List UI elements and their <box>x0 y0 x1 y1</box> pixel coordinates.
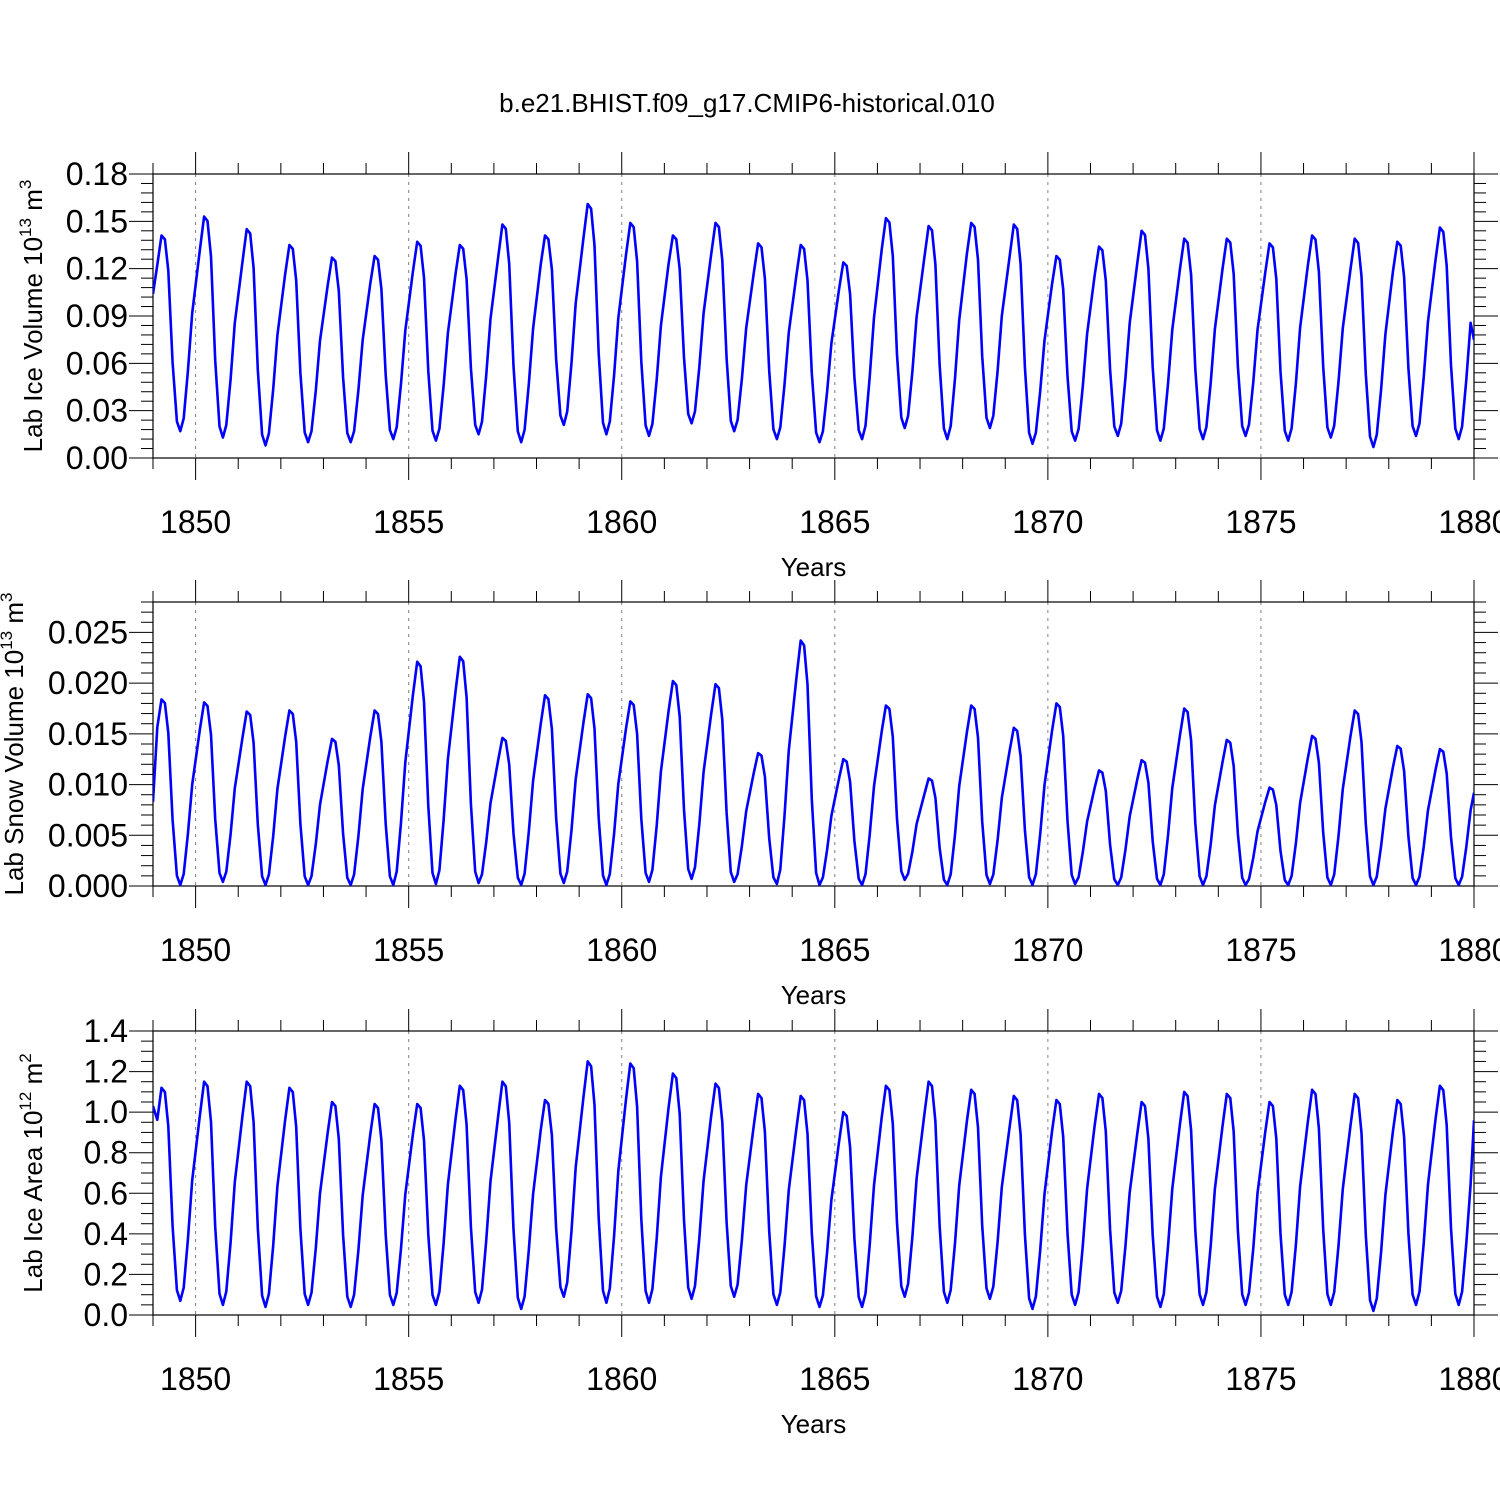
y-tick-label: 0.00 <box>66 440 128 476</box>
x-tick-label: 1850 <box>160 504 231 540</box>
series-line-1 <box>153 639 1474 887</box>
x-tick-label: 1850 <box>160 1361 231 1397</box>
plot-frame <box>152 173 1475 459</box>
y-axis-label: Lab Snow Volume 1013 m3 <box>0 592 29 895</box>
x-tick-label: 1875 <box>1225 1361 1296 1397</box>
x-tick-label: 1870 <box>1012 932 1083 968</box>
x-tick-label: 1860 <box>586 504 657 540</box>
y-tick-label: 0.020 <box>48 665 128 701</box>
series-line-1 <box>153 202 1474 449</box>
x-axis-label: Years <box>781 980 847 1010</box>
y-tick-label: 0.010 <box>48 767 128 803</box>
x-axis-label: Years <box>781 552 847 582</box>
y-tick-label: 0.015 <box>48 716 128 752</box>
x-tick-label: 1870 <box>1012 1361 1083 1397</box>
y-tick-label: 0.15 <box>66 203 128 239</box>
x-tick-label: 1860 <box>586 1361 657 1397</box>
y-tick-label: 0.025 <box>48 614 128 650</box>
y-tick-label: 0.2 <box>84 1256 128 1292</box>
y-tick-label: 1.0 <box>84 1094 128 1130</box>
y-tick-label: 1.2 <box>84 1054 128 1090</box>
y-tick-label: 0.18 <box>66 156 128 192</box>
x-tick-label: 1865 <box>799 1361 870 1397</box>
y-tick-label: 1.4 <box>84 1013 128 1049</box>
y-tick-label: 0.09 <box>66 298 128 334</box>
y-tick-label: 0.6 <box>84 1175 128 1211</box>
y-tick-label: 0.06 <box>66 345 128 381</box>
x-tick-label: 1865 <box>799 504 870 540</box>
x-axis-label: Years <box>781 1409 847 1439</box>
x-tick-label: 1855 <box>373 932 444 968</box>
y-tick-label: 0.8 <box>84 1135 128 1171</box>
y-tick-label: 0.4 <box>84 1216 128 1252</box>
x-tick-label: 1875 <box>1225 504 1296 540</box>
y-tick-label: 0.03 <box>66 393 128 429</box>
y-tick-label: 0.000 <box>48 868 128 904</box>
y-tick-label: 0.0 <box>84 1297 128 1333</box>
x-tick-label: 1870 <box>1012 504 1083 540</box>
chart-title: b.e21.BHIST.f09_g17.CMIP6-historical.010 <box>499 88 995 118</box>
x-tick-label: 1860 <box>586 932 657 968</box>
y-tick-label: 0.12 <box>66 251 128 287</box>
y-tick-label: 0.005 <box>48 817 128 853</box>
y-axis-label: Lab Ice Volume 1013 m3 <box>16 180 48 453</box>
x-tick-label: 1865 <box>799 932 870 968</box>
y-axis-label: Lab Ice Area 1012 m2 <box>16 1053 48 1292</box>
x-tick-label: 1875 <box>1225 932 1296 968</box>
series-line-1 <box>153 1060 1474 1313</box>
x-tick-label: 1855 <box>373 504 444 540</box>
x-tick-label: 1855 <box>373 1361 444 1397</box>
x-tick-label: 1850 <box>160 932 231 968</box>
